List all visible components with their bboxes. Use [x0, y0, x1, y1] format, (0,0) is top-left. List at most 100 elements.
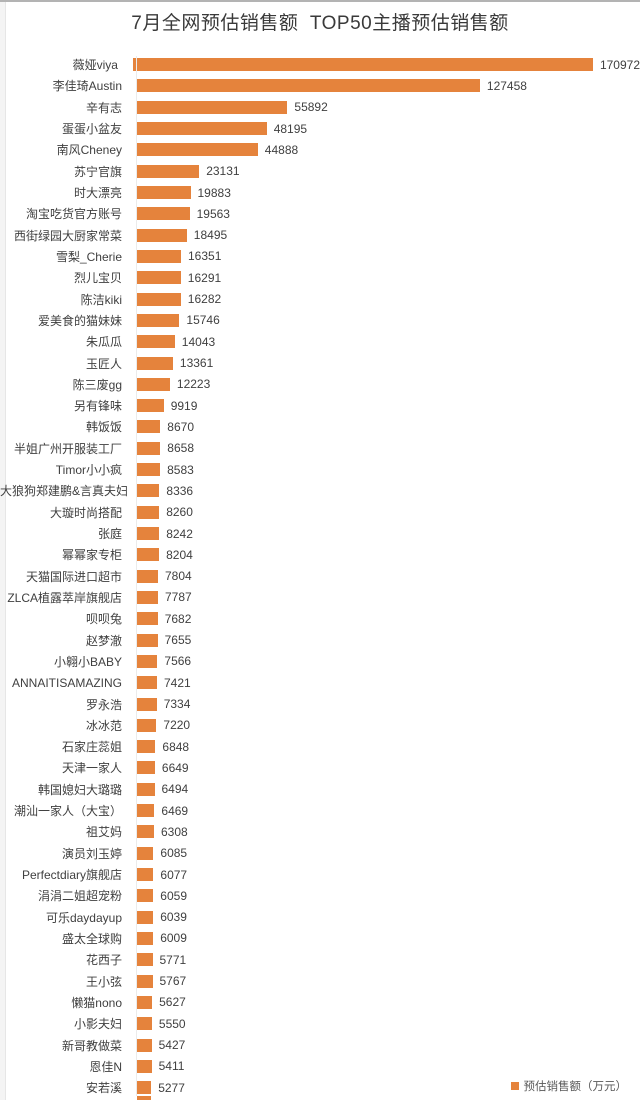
chart-title: 7月全网预估销售额 TOP50主播预估销售额 [131, 13, 509, 34]
chart-row: 韩饭饭 8670 [0, 416, 640, 437]
bar [137, 100, 288, 114]
plot-area: 6009 [137, 931, 187, 945]
plot-area: 7334 [137, 697, 190, 711]
bar [137, 79, 480, 93]
chart-row: Timor小小疯 8583 [0, 459, 640, 480]
category-label: 爱美食的猫妹妹 [37, 313, 122, 328]
chart-row: Perfectdiary旗舰店 6077 [0, 864, 640, 885]
chart-row: 潮汕一家人（大宝） 6469 [0, 800, 640, 821]
bar [137, 1017, 152, 1031]
plot-area: 5411 [137, 1059, 184, 1073]
chart-row: 安若溪 5277 [0, 1077, 640, 1098]
category-label: 可乐daydayup [45, 910, 122, 925]
value-label: 8583 [167, 462, 194, 477]
value-label: 18495 [193, 228, 228, 243]
bar [137, 420, 161, 434]
plot-area: 6848 [137, 740, 189, 754]
chart-row: 懒猫nono 5627 [0, 992, 640, 1013]
chart-row: 罗永浩 7334 [0, 693, 640, 714]
chart-row: 赵梦澈 7655 [0, 629, 640, 650]
value-label: 16282 [187, 292, 222, 307]
chart-row: 张庭 8242 [0, 523, 640, 544]
bar [137, 548, 160, 562]
plot-area: 7566 [137, 654, 191, 668]
plot-area: 7804 [137, 569, 192, 583]
plot-area: 6039 [137, 910, 187, 924]
bar [137, 377, 170, 391]
value-label: 19883 [197, 185, 231, 200]
bar [137, 590, 158, 604]
chart-row: 冰冰范 7220 [0, 715, 640, 736]
bar [137, 207, 190, 221]
category-label: 另有锋味 [73, 399, 122, 414]
bar [137, 868, 154, 882]
chart-row: 李佳琦Austin 127458 [0, 75, 640, 96]
plot-area: 48195 [137, 122, 307, 136]
plot-area: 19563 [137, 207, 230, 221]
category-label: 祖艾妈 [85, 825, 122, 840]
plot-area: 16291 [137, 271, 221, 285]
chart-row: 新哥教做菜 5427 [0, 1034, 640, 1055]
category-label: 陈三废gg [72, 377, 122, 392]
plot-area: 6469 [137, 804, 188, 818]
chart-row: 天猫国际进口超市 7804 [0, 566, 640, 587]
category-label: 西街绿园大厨家常菜 [13, 228, 122, 243]
plot-area: 170972 [132, 58, 640, 72]
bar [132, 58, 593, 72]
bar [137, 484, 160, 498]
left-edge-strip [0, 2, 6, 1100]
bar [137, 1038, 152, 1052]
category-label: 玉匠人 [85, 356, 122, 371]
chart-row: 辛有志 55892 [0, 97, 640, 118]
chart-row: 雪梨_Cherie 16351 [0, 246, 640, 267]
category-label: 赵梦澈 [85, 633, 122, 648]
plot-area: 127458 [137, 79, 527, 93]
chart-row: 石家庄蕊姐 6848 [0, 736, 640, 757]
plot-area: 6059 [137, 889, 187, 903]
bar [137, 718, 157, 732]
value-label: 5627 [159, 995, 186, 1010]
category-label: 天猫国际进口超市 [25, 569, 122, 584]
bar [137, 740, 156, 754]
category-label: 王小弦 [85, 974, 122, 989]
category-label: 大狼狗郑建鹏&言真夫妇 [0, 484, 129, 499]
category-label: 南风Cheney [56, 143, 122, 158]
plot-area: 8336 [137, 484, 193, 498]
category-label: 雪梨_Cherie [55, 249, 122, 264]
value-label: 55892 [294, 100, 328, 115]
chart-row: 花西子 5771 [0, 949, 640, 970]
plot-area: 7787 [137, 590, 192, 604]
value-label: 8242 [166, 526, 193, 541]
plot-area: 6649 [137, 761, 189, 775]
value-label: 7334 [163, 697, 191, 712]
plot-area: 14043 [137, 335, 215, 349]
value-label: 15746 [186, 313, 220, 328]
chart-row: 苏宁官旗 23131 [0, 161, 640, 182]
value-label: 5771 [159, 952, 187, 967]
bar [137, 122, 267, 136]
chart-row: 韩国媳妇大璐璐 6494 [0, 779, 640, 800]
bar [137, 910, 154, 924]
plot-area: 7655 [137, 633, 191, 647]
bar [137, 292, 181, 306]
value-label: 16351 [188, 249, 222, 264]
plot-area: 44888 [137, 143, 298, 157]
category-label: 罗永浩 [85, 697, 122, 712]
plot-area: 5277 [137, 1081, 185, 1095]
value-label: 7220 [163, 718, 191, 733]
bar [137, 889, 154, 903]
value-label: 5277 [158, 1080, 185, 1095]
category-label: 小影夫妇 [73, 1017, 122, 1032]
value-label: 16291 [187, 270, 222, 285]
plot-area: 6494 [137, 782, 188, 796]
bar-chart: 薇娅viya 170972 李佳琦Austin 127458 辛有志 55892 蛋蛋小盆友… [0, 54, 640, 1098]
chart-row: 淘宝吃货官方账号 19563 [0, 203, 640, 224]
category-label: 苏宁官旗 [73, 164, 122, 179]
chart-row: 大璇时尚搭配 8260 [0, 502, 640, 523]
value-label: 44888 [264, 142, 299, 157]
plot-area: 8583 [137, 463, 194, 477]
value-label: 8658 [167, 441, 194, 456]
plot-area: 5550 [137, 1017, 186, 1031]
value-label: 6649 [161, 760, 189, 775]
value-label: 6077 [160, 867, 188, 882]
